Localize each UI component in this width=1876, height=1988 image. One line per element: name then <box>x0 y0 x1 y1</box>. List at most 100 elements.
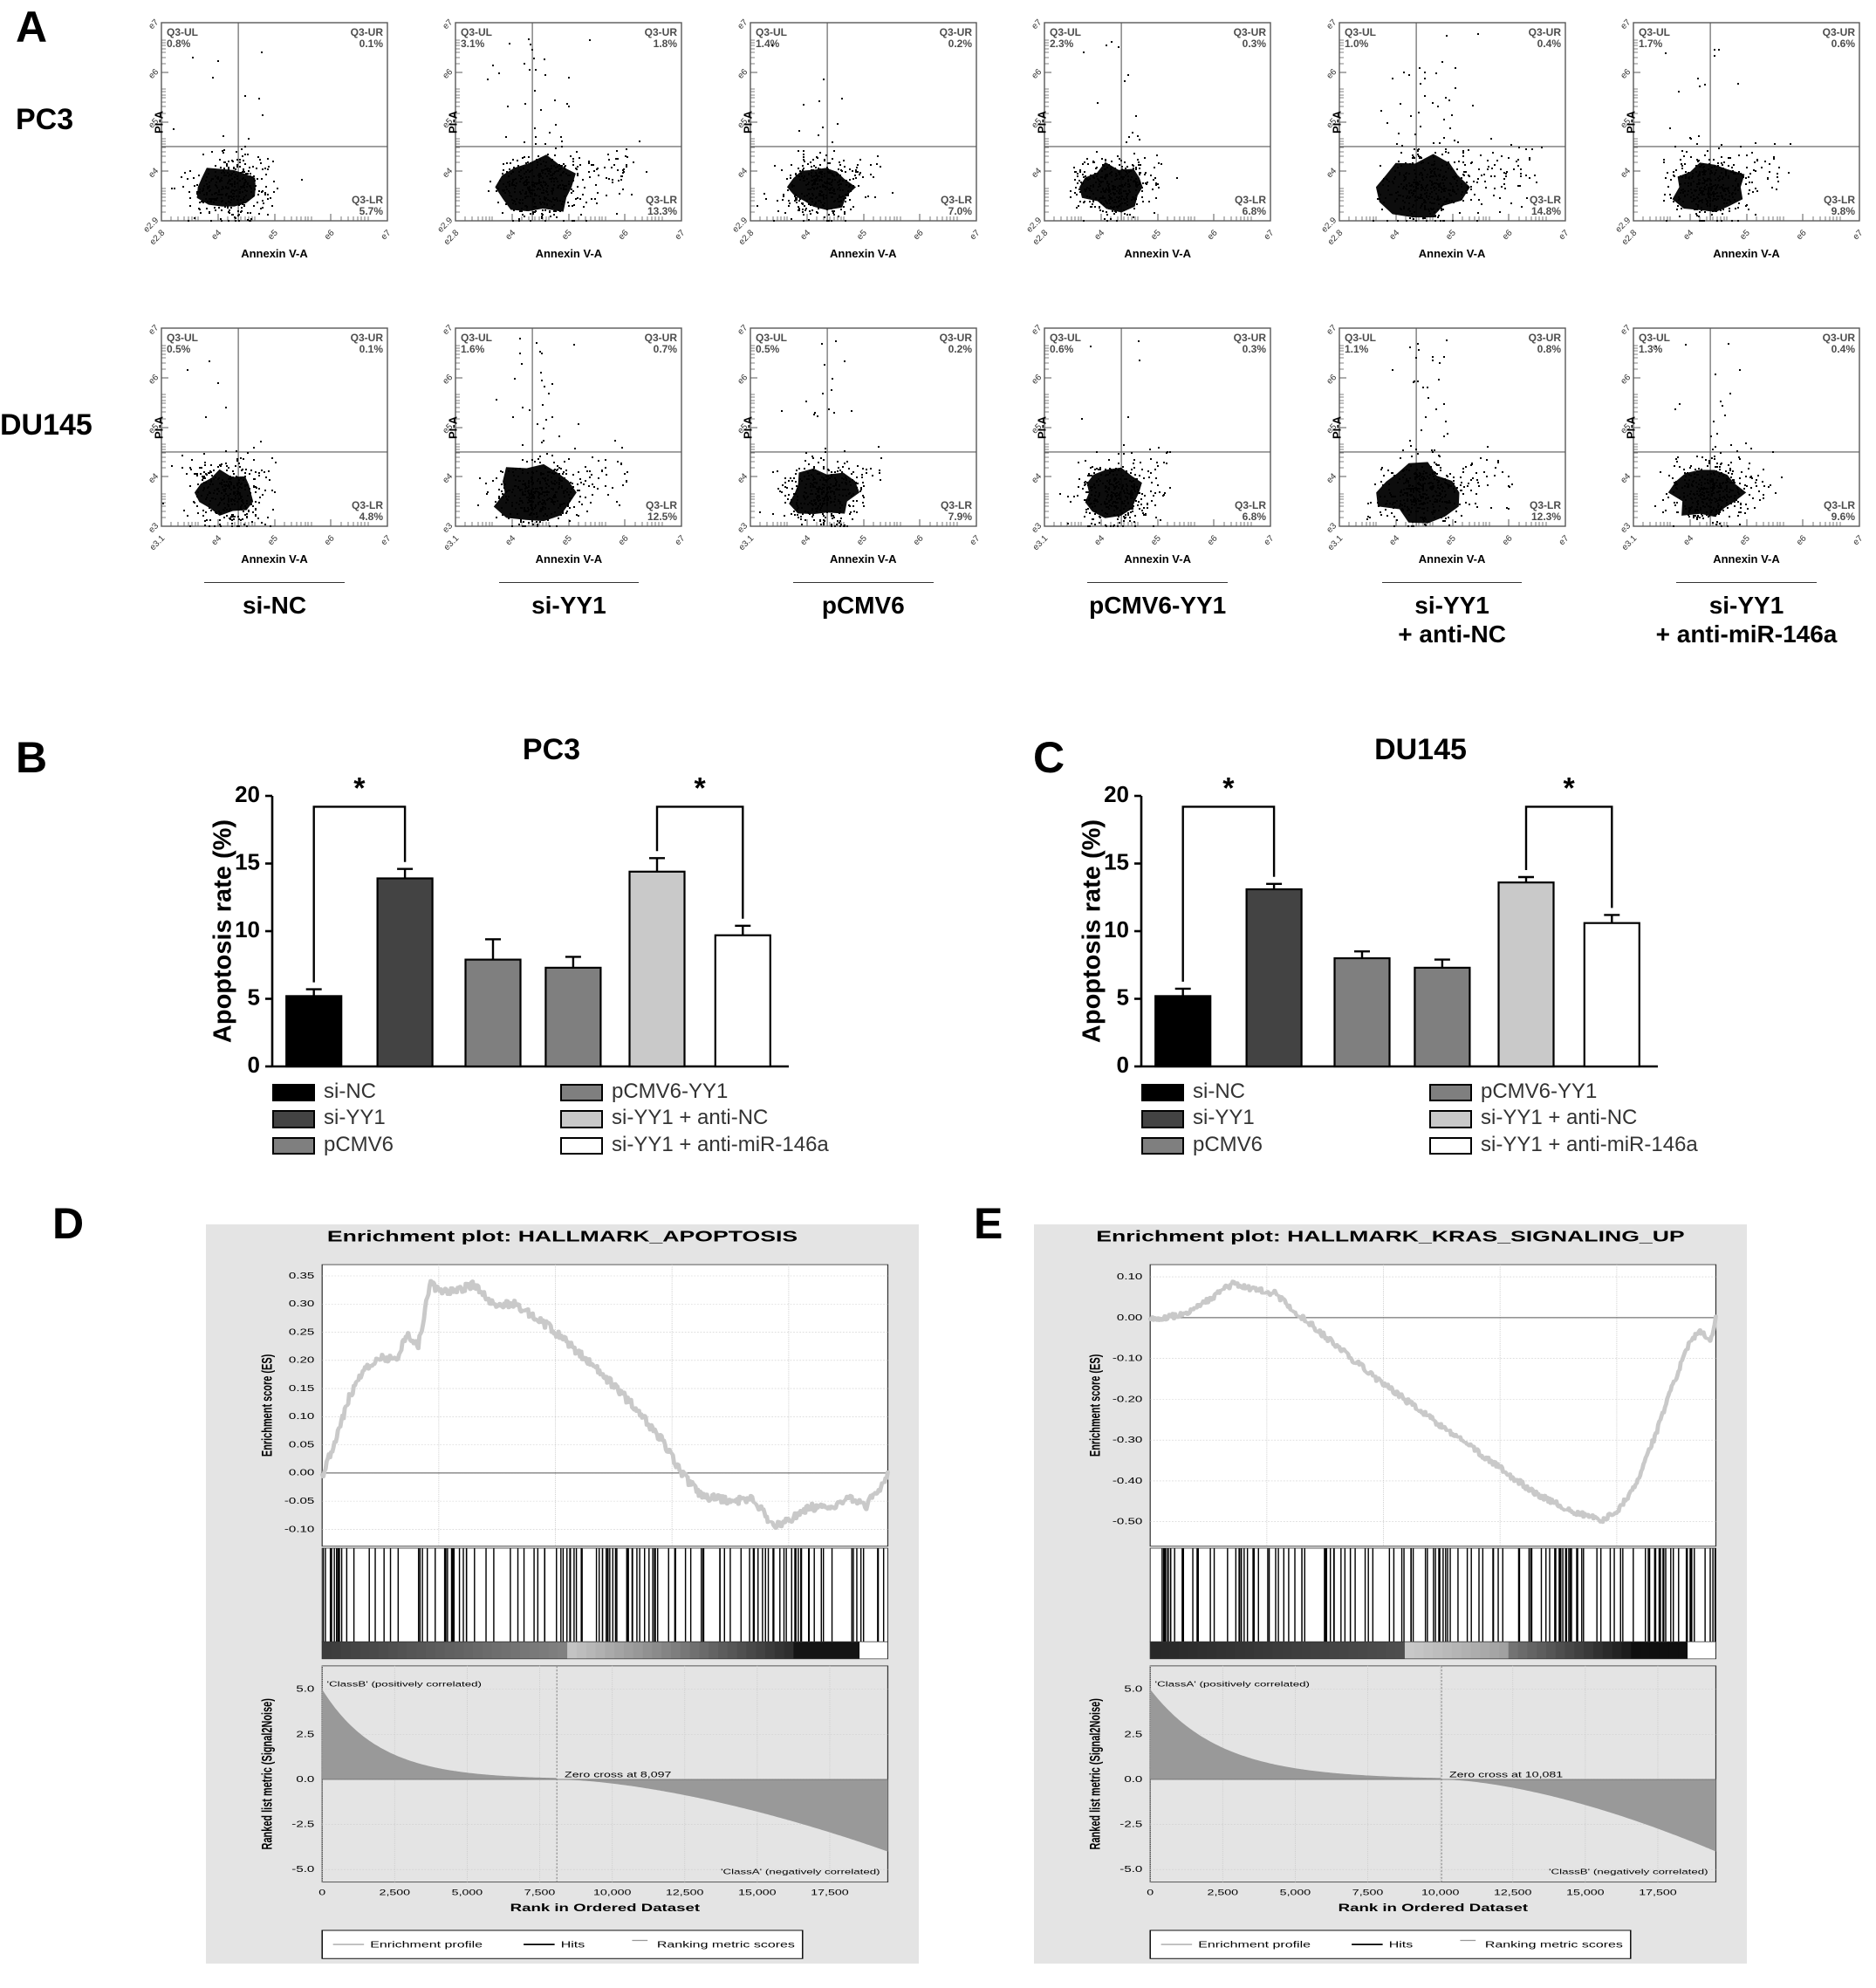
svg-text:e6: e6 <box>1325 373 1339 387</box>
svg-text:e7: e7 <box>1852 228 1866 242</box>
svg-text:0.35: 0.35 <box>289 1271 314 1281</box>
svg-text:*: * <box>694 771 706 805</box>
svg-text:e4: e4 <box>1682 533 1696 547</box>
svg-text:*: * <box>1222 771 1235 805</box>
svg-text:2,500: 2,500 <box>380 1888 411 1897</box>
svg-text:e4: e4 <box>147 471 161 485</box>
svg-text:e7: e7 <box>674 228 688 242</box>
svg-text:-0.10: -0.10 <box>284 1524 314 1534</box>
svg-text:Q3-LR: Q3-LR <box>1530 194 1561 206</box>
svg-text:e6: e6 <box>1325 67 1339 81</box>
svg-text:e4: e4 <box>798 228 812 242</box>
svg-text:e4: e4 <box>1030 166 1044 180</box>
svg-text:3.1%: 3.1% <box>461 38 485 50</box>
svg-text:e3.1: e3.1 <box>1620 533 1640 552</box>
svg-text:e7: e7 <box>1619 17 1633 31</box>
svg-text:e3: e3 <box>442 521 455 535</box>
svg-text:e3: e3 <box>736 521 750 535</box>
svg-text:15,000: 15,000 <box>738 1888 777 1897</box>
svg-text:Q3-UR: Q3-UR <box>351 26 384 38</box>
svg-text:15,000: 15,000 <box>1566 1888 1605 1897</box>
svg-text:e7: e7 <box>442 17 455 31</box>
svg-text:Q3-UR: Q3-UR <box>351 332 384 344</box>
svg-text:0.4%: 0.4% <box>1537 38 1561 50</box>
svg-text:10,000: 10,000 <box>1421 1888 1460 1897</box>
svg-text:'ClassA' (positively correlate: 'ClassA' (positively correlated) <box>1155 1680 1311 1688</box>
svg-text:5.7%: 5.7% <box>359 205 384 217</box>
svg-text:e6: e6 <box>1030 373 1044 387</box>
svg-text:0.7%: 0.7% <box>654 343 678 355</box>
svg-text:Enrichment profile: Enrichment profile <box>370 1939 483 1950</box>
svg-text:17,500: 17,500 <box>811 1888 849 1897</box>
svg-text:e5: e5 <box>1149 228 1163 242</box>
svg-text:e4: e4 <box>1093 533 1107 547</box>
svg-text:Enrichment score (ES): Enrichment score (ES) <box>259 1354 276 1457</box>
svg-text:10,000: 10,000 <box>593 1888 632 1897</box>
svg-text:0.20: 0.20 <box>289 1354 314 1365</box>
svg-text:e7: e7 <box>147 323 161 337</box>
svg-text:0.3%: 0.3% <box>1243 38 1267 50</box>
svg-text:e4: e4 <box>1325 471 1339 485</box>
svg-text:Q3-UR: Q3-UR <box>1234 26 1267 38</box>
svg-text:e7: e7 <box>147 17 161 31</box>
svg-text:1.6%: 1.6% <box>461 343 485 355</box>
svg-text:0.30: 0.30 <box>289 1299 314 1309</box>
svg-text:e4: e4 <box>504 228 518 242</box>
svg-text:7.9%: 7.9% <box>948 511 972 523</box>
svg-text:e4: e4 <box>798 533 812 547</box>
svg-text:5.0: 5.0 <box>296 1683 314 1694</box>
svg-text:Q3-UL: Q3-UL <box>167 26 198 38</box>
svg-text:e6: e6 <box>442 67 455 81</box>
svg-text:e3: e3 <box>1619 521 1633 535</box>
svg-text:0.05: 0.05 <box>289 1439 314 1450</box>
svg-text:Q3-UL: Q3-UL <box>461 26 492 38</box>
svg-text:Ranking metric scores: Ranking metric scores <box>1485 1939 1623 1950</box>
svg-text:e3.1: e3.1 <box>1031 533 1051 552</box>
svg-text:Q3-LR: Q3-LR <box>1235 194 1266 206</box>
svg-text:e5: e5 <box>1738 228 1752 242</box>
svg-text:Q3-LR: Q3-LR <box>646 499 677 511</box>
svg-text:9.8%: 9.8% <box>1831 205 1856 217</box>
svg-text:Q3-UR: Q3-UR <box>1234 332 1267 344</box>
svg-text:e4: e4 <box>210 228 224 242</box>
svg-text:Q3-UL: Q3-UL <box>756 26 787 38</box>
svg-text:e6: e6 <box>147 373 161 387</box>
svg-text:Enrichment profile: Enrichment profile <box>1198 1939 1311 1950</box>
svg-text:Q3-UL: Q3-UL <box>1639 26 1670 38</box>
svg-text:e7: e7 <box>1325 17 1339 31</box>
svg-text:Q3-UR: Q3-UR <box>1823 332 1856 344</box>
svg-text:e4: e4 <box>442 471 455 485</box>
svg-text:1.8%: 1.8% <box>654 38 678 50</box>
svg-text:'ClassB' (positively correlate: 'ClassB' (positively correlated) <box>327 1680 483 1688</box>
svg-text:9.6%: 9.6% <box>1831 511 1856 523</box>
svg-text:1.7%: 1.7% <box>1639 38 1663 50</box>
svg-text:e6: e6 <box>1030 67 1044 81</box>
svg-text:0: 0 <box>1147 1888 1154 1897</box>
svg-text:13.3%: 13.3% <box>647 205 677 217</box>
svg-text:-0.05: -0.05 <box>284 1496 314 1506</box>
svg-text:e6: e6 <box>617 228 631 242</box>
svg-text:0.0: 0.0 <box>1124 1774 1142 1785</box>
svg-text:0: 0 <box>318 1888 325 1897</box>
svg-text:0.4%: 0.4% <box>1831 343 1856 355</box>
svg-text:0.6%: 0.6% <box>1831 38 1856 50</box>
svg-text:0.5%: 0.5% <box>167 343 191 355</box>
svg-text:1.1%: 1.1% <box>1345 343 1369 355</box>
svg-text:0.15: 0.15 <box>289 1383 314 1394</box>
svg-text:4.8%: 4.8% <box>359 511 384 523</box>
svg-text:2.3%: 2.3% <box>1050 38 1074 50</box>
svg-text:e7: e7 <box>736 17 750 31</box>
svg-text:Q3-LR: Q3-LR <box>1235 499 1266 511</box>
svg-text:Q3-LR: Q3-LR <box>1530 499 1561 511</box>
svg-text:e7: e7 <box>1263 533 1277 547</box>
svg-text:e3.1: e3.1 <box>1325 533 1345 552</box>
svg-text:Rank in Ordered Dataset: Rank in Ordered Dataset <box>1339 1902 1529 1914</box>
svg-text:e6: e6 <box>323 533 337 547</box>
svg-text:7,500: 7,500 <box>1352 1888 1384 1897</box>
svg-text:-2.5: -2.5 <box>291 1819 314 1829</box>
svg-text:0.00: 0.00 <box>289 1468 314 1478</box>
svg-text:e6: e6 <box>617 533 631 547</box>
svg-text:e3: e3 <box>147 521 161 535</box>
svg-text:e6: e6 <box>736 373 750 387</box>
svg-text:*: * <box>1563 771 1575 805</box>
